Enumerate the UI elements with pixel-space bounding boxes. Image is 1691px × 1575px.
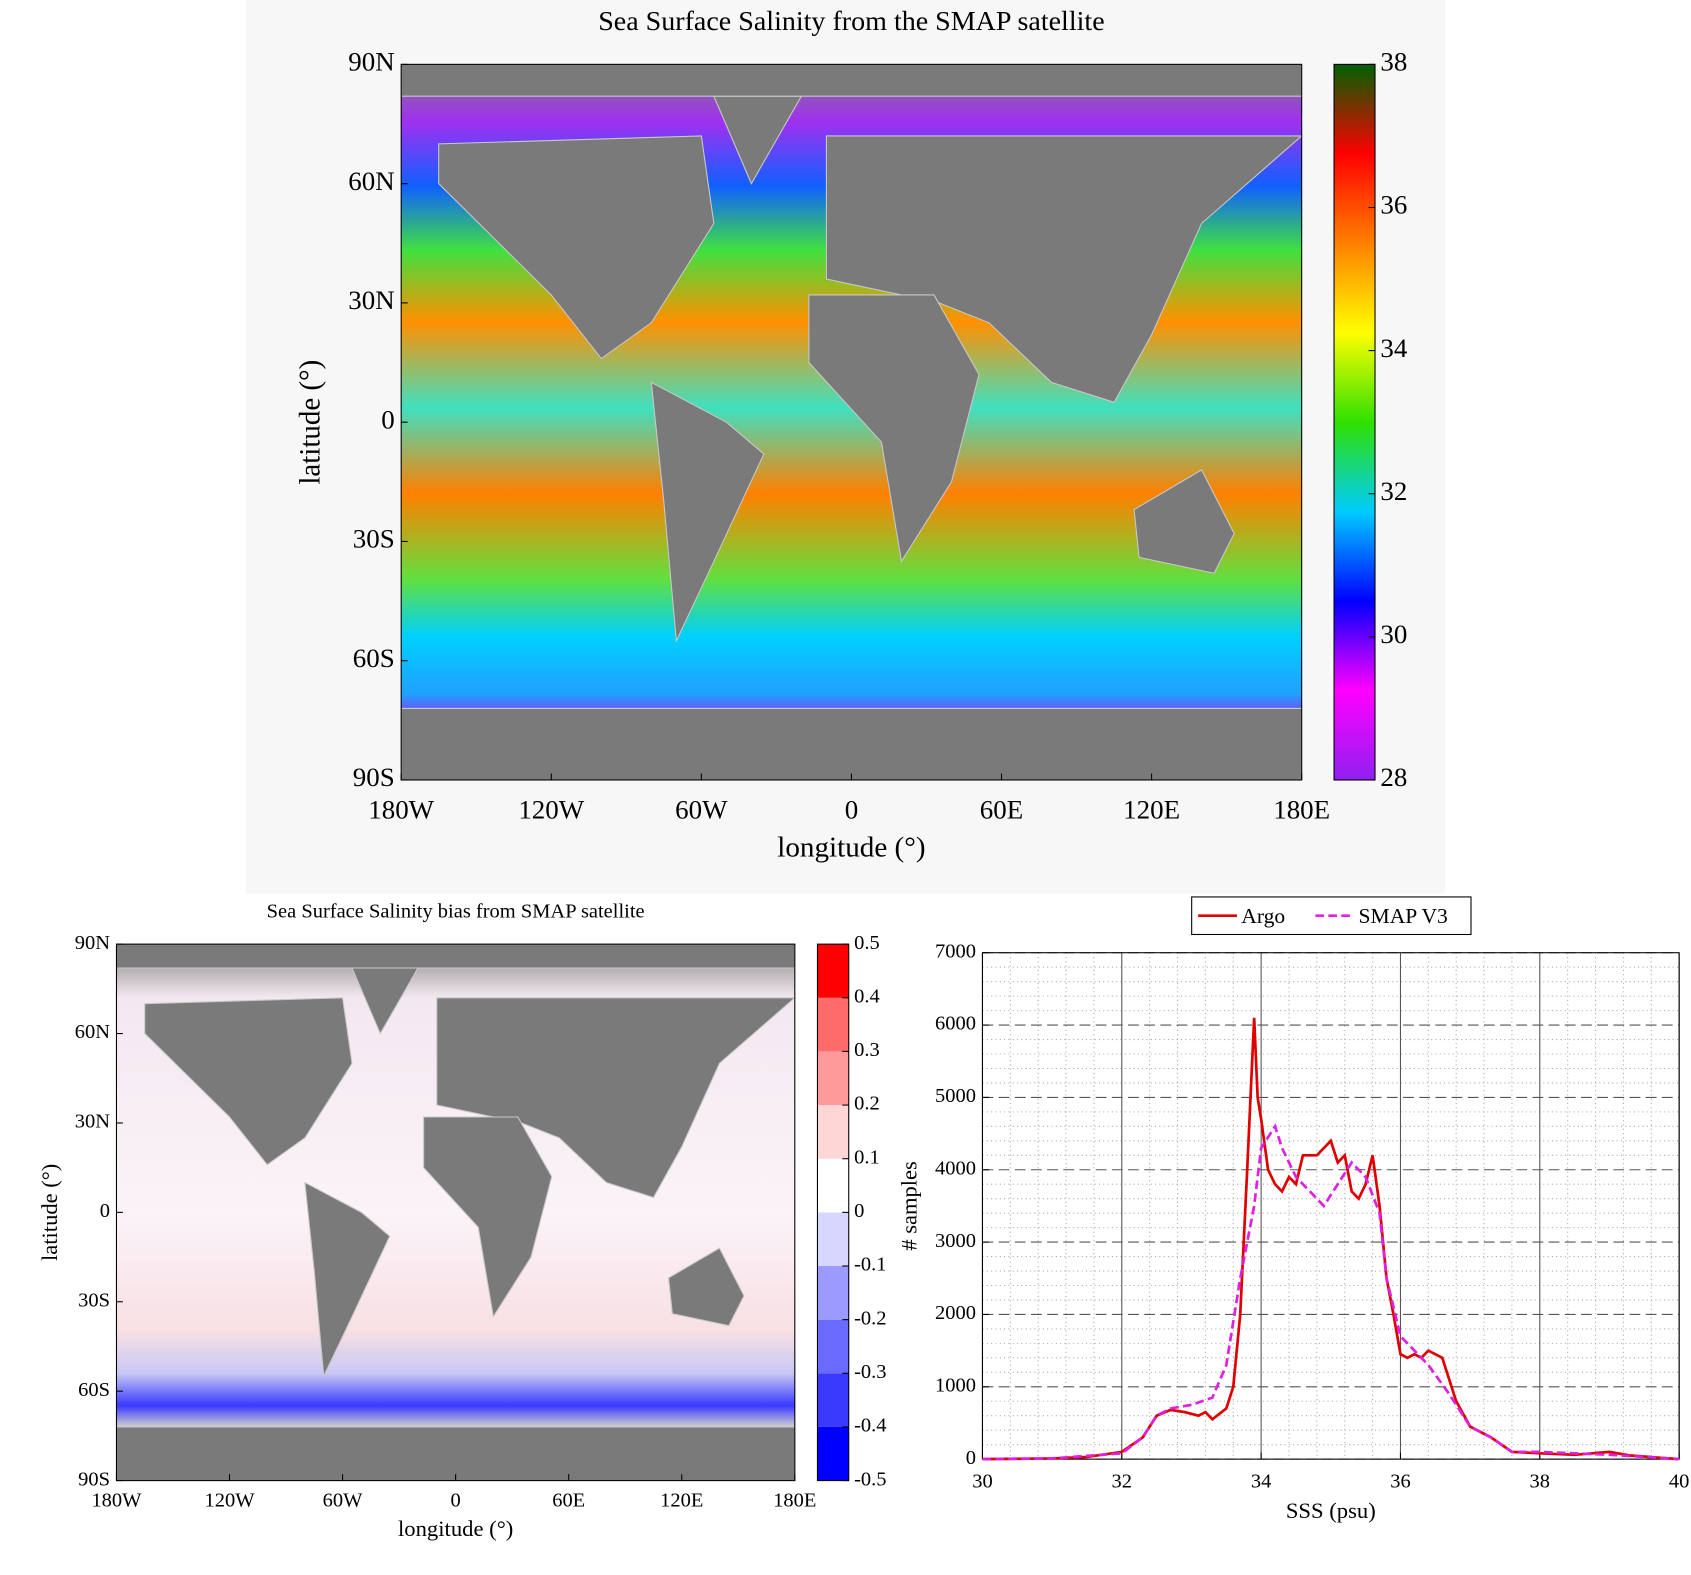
land [304,1181,391,1379]
land [436,997,797,1199]
x-tick-label: 120E [1123,794,1180,824]
colorbar-tick-label: 28 [1380,762,1407,792]
y-tick-label: 4000 [935,1157,976,1179]
land [667,1247,745,1327]
x-tick-label: 60W [675,794,728,824]
colorbar-tick-label: 30 [1380,619,1407,649]
y-tick-label: 6000 [935,1013,976,1035]
colorbar-tick-label: 0.5 [854,932,880,954]
y-tick-label: 90N [75,932,111,954]
x-tick-label: 180W [368,794,434,824]
land [400,707,1303,781]
colorbar-step [817,944,849,998]
x-tick-label: 120E [660,1490,703,1512]
x-tick-label: 60E [552,1490,585,1512]
x-tick-label: 0 [451,1490,461,1512]
x-axis-label: SSS (psu) [1286,1498,1376,1523]
land [808,294,980,563]
y-tick-label: 30N [348,285,394,315]
colorbar-step [817,1105,849,1159]
x-axis-label: longitude (°) [398,1516,513,1541]
legend-label: SMAP V3 [1359,904,1448,928]
land [144,997,353,1166]
colorbar-tick-label: -0.2 [854,1307,886,1329]
y-tick-label: 30N [75,1111,111,1133]
x-tick-label: 120W [205,1490,256,1512]
x-tick-label: 30 [972,1470,992,1492]
colorbar-tick-label: -0.3 [854,1361,886,1383]
colorbar-step [817,1158,849,1213]
colorbar-step [817,1212,849,1267]
colorbar-tick-label: 0 [854,1200,864,1222]
colorbar-tick-label: 0.2 [854,1093,880,1115]
colorbar-tick-label: 32 [1380,476,1407,506]
colorbar-step [817,1319,849,1374]
y-tick-label: 3000 [935,1230,976,1252]
colorbar-tick-label: 38 [1380,47,1407,77]
y-tick-label: 90S [78,1468,110,1490]
y-axis-label: latitude (°) [37,1164,62,1261]
colorbar-step [817,1266,849,1320]
colorbar-tick-label: -0.5 [854,1468,886,1490]
x-tick-label: 120W [518,794,584,824]
land [438,135,715,360]
colorbar-frame [1333,63,1376,781]
colorbar-tick-label: 36 [1380,190,1407,220]
x-axis-label: longitude (°) [777,831,925,863]
chart-title: Sea Surface Salinity from the SMAP satel… [598,6,1104,37]
x-tick-label: 180W [91,1490,142,1512]
y-tick-label: 0 [381,404,394,434]
colorbar-tick-label: 0.4 [854,986,880,1008]
x-tick-label: 36 [1390,1470,1410,1492]
land [400,63,1303,97]
series-line [982,1123,1680,1461]
x-tick-label: 60W [323,1490,364,1512]
land [115,1426,796,1482]
land [650,381,765,643]
y-tick-label: 60N [75,1021,111,1043]
colorbar-tick-label: 0.3 [854,1039,880,1061]
x-tick-label: 0 [845,794,858,824]
colorbar [1334,64,1376,780]
x-tick-label: 32 [1112,1470,1132,1492]
y-axis-label: latitude (°) [294,360,326,485]
y-tick-label: 1000 [935,1375,976,1397]
colorbar-tick-label: -0.4 [854,1415,886,1437]
y-axis-label: # samples [896,1161,921,1250]
series-line [982,1017,1680,1461]
y-tick-label: 90N [348,47,394,77]
y-tick-label: 60S [353,643,395,673]
y-tick-label: 0 [966,1447,976,1469]
land [115,943,796,969]
colorbar-step [817,997,849,1052]
y-tick-label: 60N [348,166,394,196]
land [825,135,1304,403]
colorbar-step [817,1426,849,1481]
colorbar-tick-label: -0.1 [854,1254,886,1276]
y-tick-label: 90S [353,762,395,792]
y-tick-label: 30S [78,1289,110,1311]
land [1133,469,1235,574]
y-tick-label: 2000 [935,1302,976,1324]
x-tick-label: 38 [1530,1470,1550,1492]
colorbar-tick-label: 34 [1380,333,1408,363]
colorbar-step [817,1051,849,1106]
y-tick-label: 5000 [935,1085,976,1107]
legend-label: Argo [1241,904,1285,928]
x-tick-label: 180E [1273,794,1330,824]
colorbar-tick-label: 0.1 [854,1146,880,1168]
y-tick-label: 30S [353,524,395,554]
y-tick-label: 0 [100,1200,110,1222]
chart-title: Sea Surface Salinity bias from SMAP sate… [267,901,645,923]
x-tick-label: 60E [980,794,1023,824]
y-tick-label: 60S [78,1379,110,1401]
land [423,1116,553,1319]
plot-frame [981,952,1680,1460]
x-tick-label: 34 [1251,1470,1271,1492]
y-tick-label: 7000 [935,940,976,962]
x-tick-label: 40 [1669,1470,1689,1492]
x-tick-label: 180E [773,1490,816,1512]
colorbar-step [817,1373,849,1427]
